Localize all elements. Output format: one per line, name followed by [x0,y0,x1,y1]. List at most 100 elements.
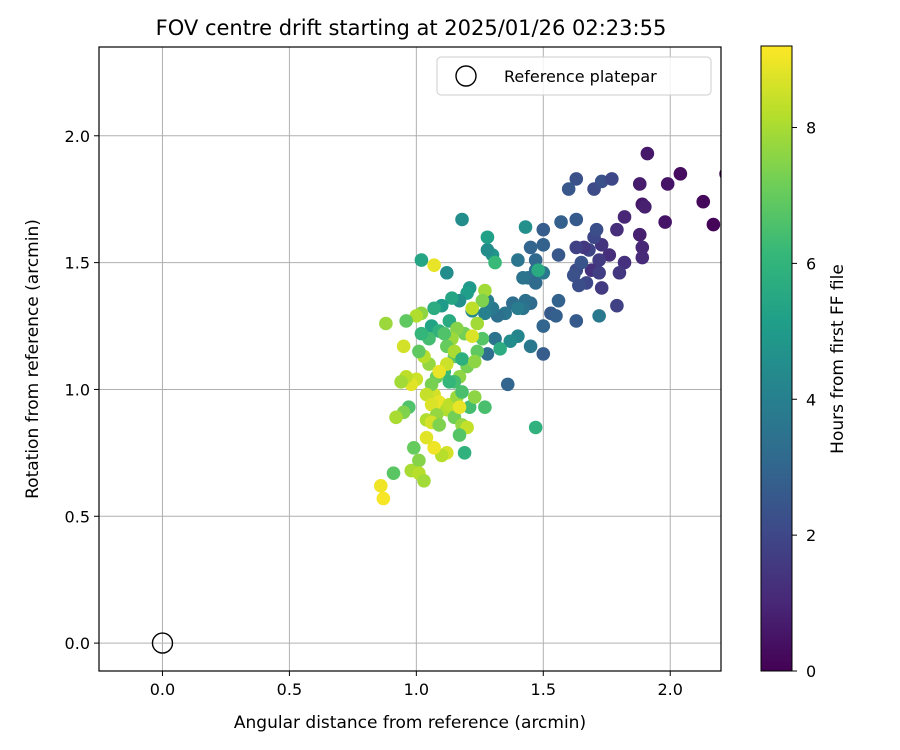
y-tick-label: 0.5 [65,507,90,526]
data-point [409,309,424,323]
data-point [480,243,495,257]
data-point [465,329,480,343]
data-point [523,240,538,255]
data-point [450,321,464,336]
reference-platepar-marker [151,632,174,654]
data-point [437,326,452,341]
data-point [612,265,627,280]
data-point [536,222,551,237]
data-point [549,309,563,323]
data-point [432,418,446,432]
data-point [480,230,495,245]
data-point [480,347,495,361]
data-point [455,352,469,366]
colorbar-label: Hours from first FF file [828,264,848,454]
data-point [475,331,490,346]
colorbar-tick-label: 6 [806,254,816,273]
x-tick-label: 1.0 [404,680,429,699]
data-point [389,410,403,425]
x-tick-label: 1.5 [531,680,556,699]
data-point [452,400,467,414]
y-axis-label: Rotation from reference (arcmin) [23,219,43,499]
data-point [594,281,609,295]
data-point [658,215,672,229]
data-point [536,238,551,252]
data-point [592,265,606,280]
data-point [561,182,576,196]
data-point [457,446,472,460]
data-point [635,240,650,255]
data-point [412,453,426,468]
data-point [470,316,485,331]
data-point [696,194,711,209]
data-point [394,375,408,389]
data-point [488,331,502,346]
legend-label: Reference platepar [504,67,657,86]
data-point [528,420,543,435]
data-point [470,344,485,359]
data-point [638,200,652,214]
data-point [536,347,551,361]
data-point [386,466,401,480]
y-tick-label: 1.0 [65,380,90,399]
data-point [424,397,439,412]
data-point [605,172,619,186]
data-point [569,212,584,227]
data-point [427,258,441,272]
data-point [379,316,393,331]
data-point [467,354,482,369]
data-point [419,430,434,445]
legend-box [436,56,712,96]
data-point [518,220,533,234]
colorbar-tick-label: 8 [806,119,816,138]
data-point [407,440,421,455]
data-point [536,319,551,333]
data-point [488,255,502,270]
legend-reference-marker [455,65,477,87]
data-point [462,400,477,414]
x-axis-label: Angular distance from reference (arcmin) [234,713,586,733]
data-point [531,263,546,278]
data-point [566,268,581,283]
data-point [412,344,426,359]
data-point [617,210,632,224]
data-point [455,385,469,399]
data-point [503,334,518,349]
colorbar-tick-label: 0 [806,662,816,681]
data-point [569,314,584,328]
colorbar-gradient [760,45,793,672]
legend: Reference platepar [436,56,712,96]
data-point [396,339,411,354]
data-point [465,301,480,316]
data-point [551,248,566,262]
data-point [673,167,688,181]
data-point [452,428,467,442]
data-point [445,291,459,305]
data-point [569,172,584,186]
data-point [572,278,586,293]
colorbar: 0 2 4 6 8 Hours from first FF file [760,45,848,681]
y-tick-label: 1.5 [65,254,90,273]
data-point [455,212,469,227]
colorbar-tick-label: 2 [806,526,816,545]
data-point [569,240,584,255]
data-point [427,440,441,455]
x-tick-label: 2.0 [657,680,682,699]
data-point [414,253,429,267]
data-point [592,309,606,323]
data-point [617,255,632,270]
data-point [399,314,413,328]
data-point [424,377,439,392]
data-point [660,177,675,191]
data-point [440,265,454,280]
data-point [478,400,492,414]
data-point [427,301,441,316]
data-point [376,491,391,506]
data-point [594,174,609,189]
data-point [419,387,434,402]
data-point [706,217,721,232]
data-point [528,253,543,267]
data-point [500,377,515,392]
data-point [414,326,429,341]
